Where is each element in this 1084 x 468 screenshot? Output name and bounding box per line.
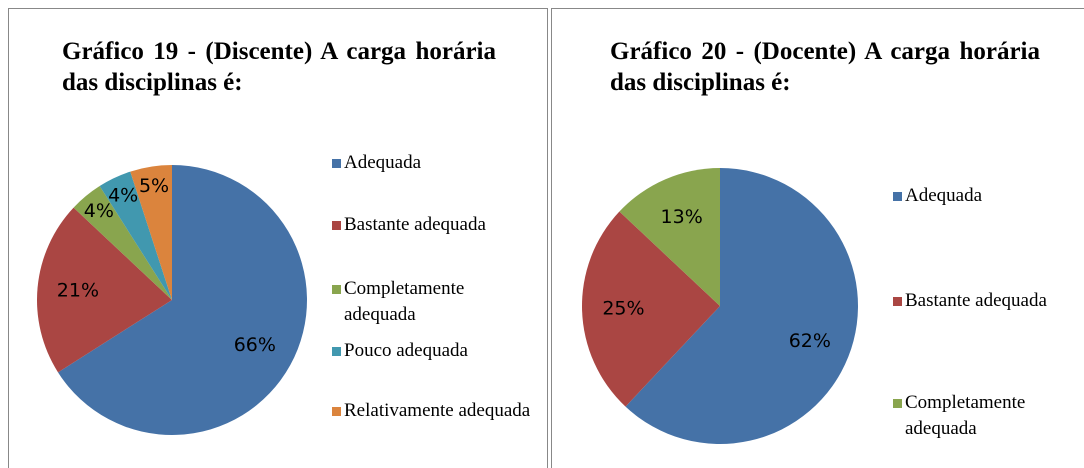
legend-item: Completamente adequada [332, 276, 532, 328]
legend-label: Bastante adequada [905, 290, 1047, 311]
legend-label: Adequada [344, 152, 422, 173]
legend-item: Adequada [893, 183, 1083, 209]
chart-title: Gráfico 20 - (Docente) A carga horária d… [610, 38, 1040, 96]
panel [8, 8, 548, 468]
panel [551, 8, 1084, 468]
legend-swatch [893, 192, 902, 201]
data-label: 21% [57, 280, 99, 302]
legend-item: Completamente adequada [893, 390, 1083, 442]
data-label: 66% [234, 334, 276, 356]
legend-label: Relativamente adequada [344, 400, 531, 421]
legend-swatch [332, 285, 341, 294]
legend-swatch [893, 399, 902, 408]
legend-swatch [332, 159, 341, 168]
legend-swatch [893, 297, 902, 306]
legend-label: Pouco adequada [344, 340, 468, 361]
pie-slice [582, 211, 720, 407]
data-label: 13% [661, 206, 703, 228]
data-label: 62% [789, 330, 831, 352]
legend-swatch [332, 221, 341, 230]
legend-label: Completamente adequada [905, 392, 1026, 439]
legend-item: Adequada [332, 150, 532, 176]
data-label: 5% [139, 175, 169, 197]
legend-item: Pouco adequada [332, 338, 532, 364]
data-label: 25% [602, 298, 644, 320]
pie-slice [130, 165, 172, 300]
chart-title: Gráfico 19 - (Discente) A carga horária … [62, 38, 496, 96]
pie: 62% 25% 13% [582, 168, 858, 444]
data-label: 4% [108, 185, 138, 207]
legend-item: Bastante adequada [893, 288, 1083, 314]
pie-slice [73, 186, 172, 300]
legend-item: Bastante adequada [332, 212, 532, 238]
pie-slice [625, 168, 858, 444]
pie: 66%21%4%4% 5% [36, 165, 307, 436]
pie-slice [36, 207, 172, 373]
pie-slice [99, 171, 172, 300]
pie-slice [619, 168, 720, 306]
legend-label: Completamente adequada [344, 278, 465, 325]
legend-swatch [332, 407, 341, 416]
pie-slice [58, 165, 307, 436]
legend-item: Relativamente adequada [332, 398, 532, 424]
legend-label: Adequada [905, 185, 983, 206]
legend-label: Bastante adequada [344, 214, 486, 235]
data-label: 4% [84, 200, 114, 222]
legend-swatch [332, 347, 341, 356]
